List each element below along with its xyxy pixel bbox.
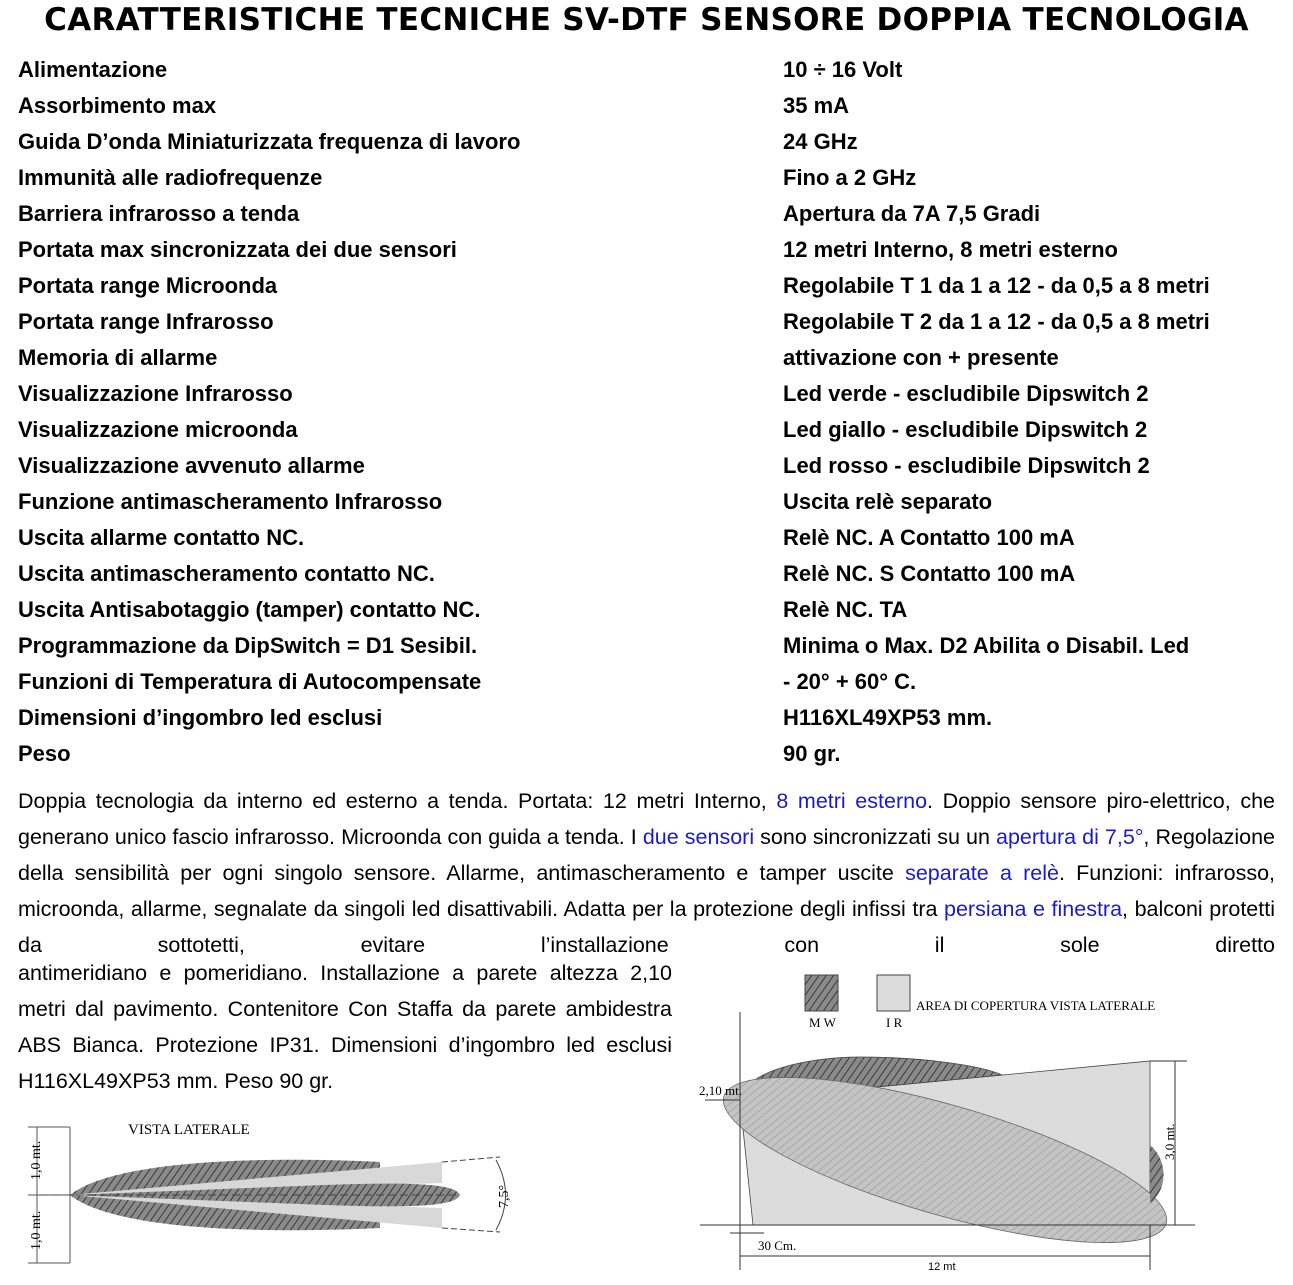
- link-separate-a-rele[interactable]: separate a relè: [905, 861, 1059, 885]
- legend-mw-label: M W: [809, 1015, 837, 1030]
- spec-value: Fino a 2 GHz: [783, 165, 917, 190]
- spec-label: Funzioni di Temperatura di Autocompensat…: [18, 669, 482, 694]
- spec-row: Funzione antimascheramento Infrarosso Usc…: [18, 484, 1288, 520]
- spec-label: Guida D’onda Miniaturizzata frequenza di…: [18, 129, 521, 154]
- spec-label: Portata range Microonda: [18, 273, 278, 298]
- legend-mw-swatch: [804, 974, 839, 1012]
- spec-row: Visualizzazione avvenuto allarme Led ross…: [18, 448, 1288, 484]
- text: . Doppio sensore piro-elettrico, che gen…: [18, 789, 1275, 849]
- description-paragraph-continued: antimeridiano e pomeridiano. Installazio…: [18, 961, 672, 1093]
- spec-value: - 20° + 60° C.: [783, 669, 917, 694]
- text: , balconi protetti da sottotetti, evitar…: [18, 897, 1275, 957]
- dim-length-label: 12 mt: [928, 1261, 956, 1273]
- spec-value: Relè NC. S Contatto 100 mA: [783, 561, 1076, 586]
- spec-label: Uscita allarme contatto NC.: [18, 525, 305, 550]
- spec-label: Portata range Infrarosso: [18, 309, 274, 334]
- link-persiana-e-finestra[interactable]: persiana e finestra: [944, 897, 1123, 921]
- spec-label: Visualizzazione microonda: [18, 417, 298, 442]
- spec-row: Visualizzazione Infrarosso Led verde - es…: [18, 376, 1288, 412]
- text: Doppia tecnologia da interno ed esterno …: [18, 789, 777, 813]
- page-title: CARATTERISTICHE TECNICHE SV-DTF SENSORE …: [44, 2, 1249, 38]
- link-due-sensori[interactable]: due sensori: [642, 825, 755, 849]
- spec-row: Uscita allarme contatto NC. Relè NC. A Co…: [18, 520, 1288, 556]
- spec-label: Peso: [18, 741, 71, 766]
- spec-label: Visualizzazione avvenuto allarme: [18, 453, 365, 478]
- dim-lower-label: 1,0 mt.: [29, 1211, 44, 1250]
- spec-value: 35 mA: [783, 93, 850, 118]
- spec-label: Assorbimento max: [18, 93, 217, 118]
- spec-value: 10 ÷ 16 Volt: [783, 57, 903, 82]
- spec-row: Portata max sincronizzata dei due sensor…: [18, 232, 1288, 268]
- spec-row: Portata range Infrarosso Regolabile T 2 d…: [18, 304, 1288, 340]
- spec-row: Visualizzazione microonda Led giallo - es…: [18, 412, 1288, 448]
- legend-ir-label: I R: [886, 1015, 903, 1030]
- spec-value: Relè NC. TA: [783, 597, 908, 622]
- spec-label: Memoria di allarme: [18, 345, 218, 370]
- dim-upper-label: 1,0 mt.: [29, 1141, 44, 1180]
- text: , Regolazione della sensibilità per ogni…: [18, 825, 1275, 885]
- height-label: 2,10 mt.: [699, 1083, 742, 1098]
- description-paragraph: Doppia tecnologia da interno ed esterno …: [18, 783, 1275, 963]
- angle-label: 7,5°: [497, 1185, 512, 1208]
- spec-value: Relè NC. A Contatto 100 mA: [783, 525, 1075, 550]
- text: . Funzioni: infrarosso, microonda, allar…: [18, 861, 1276, 921]
- coverage-diagram: M W I R AREA DI COPERTURA VISTA LATERALE…: [699, 974, 1195, 1273]
- spec-label: Funzione antimascheramento Infrarosso: [18, 489, 443, 514]
- spec-value: 90 gr.: [783, 741, 841, 766]
- spec-row: Barriera infrarosso a tenda Apertura da 7…: [18, 196, 1288, 232]
- spec-row: Memoria di allarme attivazione con + pres…: [18, 340, 1288, 376]
- spec-row: Assorbimento max 35 mA: [18, 88, 1288, 124]
- spec-value: Regolabile T 2 da 1 a 12 - da 0,5 a 8 me…: [783, 309, 1210, 334]
- dim-offset-label: 30 Cm.: [758, 1238, 796, 1253]
- spec-label: Barriera infrarosso a tenda: [18, 201, 300, 226]
- spec-label: Programmazione da DipSwitch = D1 Sesibil…: [18, 633, 478, 658]
- spec-row: Guida D’onda Miniaturizzata frequenza di…: [18, 124, 1288, 160]
- spec-row: Uscita Antisabotaggio (tamper) contatto …: [18, 592, 1288, 628]
- spec-value: 12 metri Interno, 8 metri esterno: [783, 237, 1118, 262]
- spec-value: Apertura da 7A 7,5 Gradi: [783, 201, 1041, 226]
- side-view-diagram: VISTA LATERALE 1,0 mt. 1,0 mt. 7,5°: [28, 1122, 512, 1264]
- spec-label: Uscita antimascheramento contatto NC.: [18, 561, 435, 586]
- spec-value: H116XL49XP53 mm.: [783, 705, 993, 730]
- mw-tip: [1150, 1145, 1164, 1203]
- spec-value: Led rosso - escludibile Dipswitch 2: [783, 453, 1150, 478]
- specs-table: Alimentazione 10 ÷ 16 Volt Assorbimento ma…: [18, 52, 1288, 772]
- ir-beam-lower: [70, 1195, 442, 1228]
- spec-row: Peso 90 gr.: [18, 736, 1288, 772]
- spec-label: Portata max sincronizzata dei due sensor…: [18, 237, 457, 262]
- legend-ir-swatch: [876, 974, 911, 1012]
- ir-beam-upper: [70, 1162, 442, 1195]
- text: sono sincronizzati su un: [754, 825, 996, 849]
- spec-row: Uscita antimascheramento contatto NC. Rel…: [18, 556, 1288, 592]
- spec-label: Alimentazione: [18, 57, 168, 82]
- spec-row: Funzioni di Temperatura di Autocompensat…: [18, 664, 1288, 700]
- spec-value: Led verde - escludibile Dipswitch 2: [783, 381, 1149, 406]
- spec-row: Dimensioni d’ingombro led esclusi H116XL4…: [18, 700, 1288, 736]
- link-8-metri-esterno[interactable]: 8 metri esterno: [776, 789, 928, 813]
- spec-value: Uscita relè separato: [783, 489, 993, 514]
- spec-value: Regolabile T 1 da 1 a 12 - da 0,5 a 8 me…: [783, 273, 1210, 298]
- spec-row: Immunità alle radiofrequenze Fino a 2 GHz: [18, 160, 1288, 196]
- spec-label: Visualizzazione Infrarosso: [18, 381, 293, 406]
- spec-value: attivazione con + presente: [783, 345, 1059, 370]
- mw-area: [722, 1077, 1168, 1243]
- spec-value: 24 GHz: [783, 129, 858, 154]
- spec-row: Programmazione da DipSwitch = D1 Sesibil…: [18, 628, 1288, 664]
- coverage-title: AREA DI COPERTURA VISTA LATERALE: [916, 998, 1155, 1013]
- spec-label: Dimensioni d’ingombro led esclusi: [18, 705, 383, 730]
- link-apertura[interactable]: apertura di 7,5°: [995, 825, 1144, 849]
- spec-row: Portata range Microonda Regolabile T 1 da…: [18, 268, 1288, 304]
- dim-height-label: 3,0 mt.: [1162, 1124, 1177, 1160]
- spec-value: Led giallo - escludibile Dipswitch 2: [783, 417, 1148, 442]
- mw-beam-center: [70, 1183, 460, 1207]
- side-view-title: VISTA LATERALE: [128, 1122, 250, 1138]
- spec-label: Immunità alle radiofrequenze: [18, 165, 323, 190]
- spec-row: Alimentazione 10 ÷ 16 Volt: [18, 52, 1288, 88]
- spec-label: Uscita Antisabotaggio (tamper) contatto …: [18, 597, 481, 622]
- spec-value: Minima o Max. D2 Abilita o Disabil. Led: [783, 633, 1190, 658]
